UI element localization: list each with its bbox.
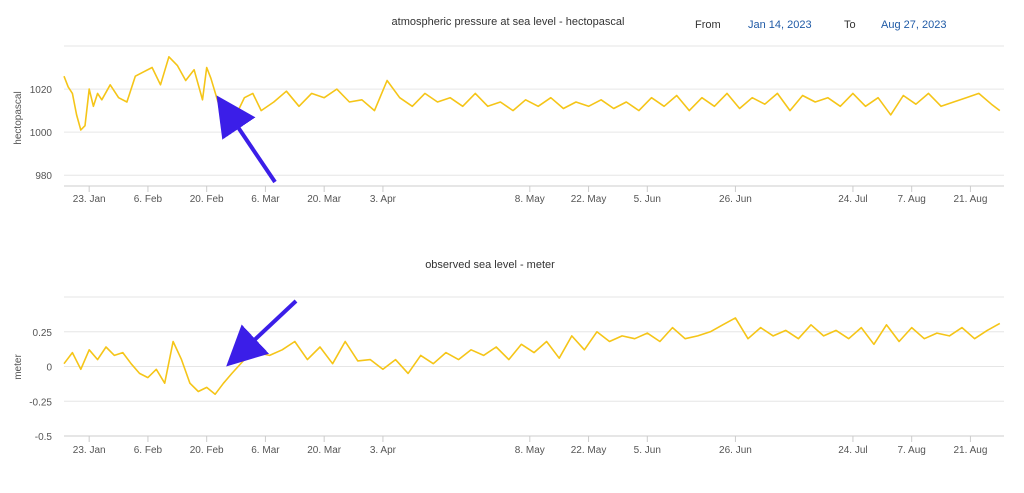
pressure-annotation-arrow (216, 95, 277, 184)
pressure-x-tick-label: 22. May (571, 194, 607, 205)
sealevel-y-ticks: -0.5 -0.25 0 0.25 (29, 328, 52, 443)
pressure-y-ticks: 980 1000 1020 (30, 85, 53, 182)
pressure-x-tick-label: 3. Apr (370, 194, 397, 205)
to-date-value[interactable]: Aug 27, 2023 (881, 19, 947, 31)
sealevel-x-tick-label: 24. Jul (838, 445, 867, 456)
sealevel-x-tick-label: 21. Aug (953, 445, 987, 456)
sealevel-x-tick-label: 8. May (515, 445, 545, 456)
pressure-x-tick-label: 26. Jun (719, 194, 752, 205)
sealevel-x-tick-label: 5. Jun (634, 445, 661, 456)
sealevel-series-line (63, 317, 1001, 396)
pressure-x-tick-label: 24. Jul (838, 194, 867, 205)
to-date[interactable]: Aug 27, 2023 (881, 19, 946, 31)
pressure-chart: atmospheric pressure at sea level - hect… (13, 16, 1004, 205)
sealevel-x-tick-label: 7. Aug (897, 445, 925, 456)
date-range: From (695, 19, 721, 31)
sealevel-x-tick-label: 23. Jan (73, 445, 106, 456)
sealevel-x-tick-label: 3. Apr (370, 445, 397, 456)
pressure-y-axis-label: hectopascal (13, 91, 24, 144)
pressure-x-ticks: 23. Jan 6. Feb 20. Feb 6. Mar 20. Mar 3. Apr 8… (73, 186, 987, 205)
pressure-x-tick-label: 8. May (515, 194, 545, 205)
sealevel-chart-title: observed sea level - meter (425, 259, 555, 271)
pressure-y-tick-label: 980 (35, 171, 52, 182)
sealevel-x-ticks: 23. Jan 6. Feb 20. Feb 6. Mar 20. Mar 3. Apr 8… (73, 436, 987, 456)
sealevel-x-tick-label: 22. May (571, 445, 607, 456)
sealevel-x-tick-label: 26. Jun (719, 445, 752, 456)
pressure-x-tick-label: 20. Mar (307, 194, 342, 205)
sealevel-x-tick-label: 20. Mar (307, 445, 342, 456)
sealevel-x-tick-label: 6. Feb (134, 445, 163, 456)
sealevel-chart: observed sea level - meter -0.5 -0.25 0 0.2… (13, 259, 1004, 456)
to-label-wrap: To (844, 19, 856, 31)
sealevel-y-tick-label: 0 (46, 363, 52, 374)
sealevel-x-tick-label: 20. Feb (190, 445, 224, 456)
to-label: To (844, 19, 856, 31)
from-date[interactable]: Jan 14, 2023 (748, 19, 812, 31)
sealevel-annotation-arrow (226, 299, 298, 367)
pressure-grid (64, 45, 1004, 187)
pressure-series-line (63, 56, 1001, 131)
pressure-x-tick-label: 20. Feb (190, 194, 224, 205)
pressure-x-tick-label: 7. Aug (897, 194, 925, 205)
pressure-x-tick-label: 6. Mar (251, 194, 280, 205)
sealevel-grid (64, 296, 1004, 437)
pressure-chart-title: atmospheric pressure at sea level - hect… (392, 16, 625, 28)
pressure-x-tick-label: 23. Jan (73, 194, 106, 205)
pressure-y-tick-label: 1000 (30, 128, 53, 139)
sealevel-y-tick-label: 0.25 (33, 328, 53, 339)
sealevel-x-tick-label: 6. Mar (251, 445, 280, 456)
from-date-value[interactable]: Jan 14, 2023 (748, 19, 812, 31)
from-label: From (695, 19, 721, 31)
pressure-x-tick-label: 21. Aug (953, 194, 987, 205)
sealevel-y-axis-label: meter (13, 354, 24, 380)
pressure-x-tick-label: 6. Feb (134, 194, 163, 205)
pressure-x-tick-label: 5. Jun (634, 194, 661, 205)
pressure-y-tick-label: 1020 (30, 85, 53, 96)
sealevel-y-tick-label: -0.5 (35, 432, 53, 443)
sealevel-y-tick-label: -0.25 (29, 397, 52, 408)
